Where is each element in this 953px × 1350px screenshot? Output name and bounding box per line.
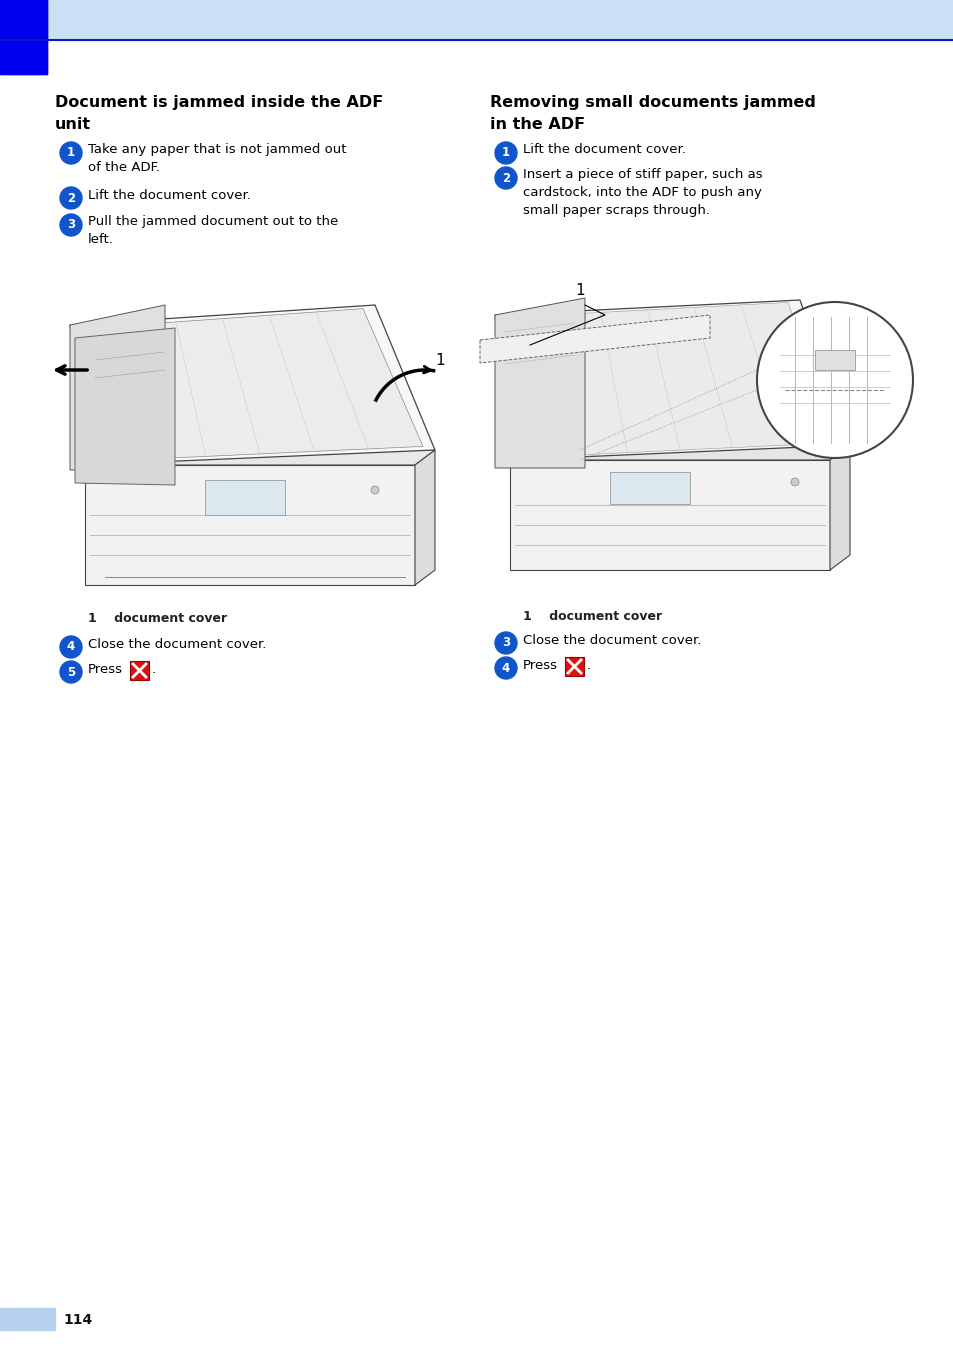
Circle shape <box>60 188 82 209</box>
Bar <box>564 657 583 676</box>
Text: 114: 114 <box>63 1314 92 1327</box>
Text: Close the document cover.: Close the document cover. <box>88 639 266 651</box>
Polygon shape <box>70 305 435 464</box>
Circle shape <box>60 636 82 657</box>
Text: Lift the document cover.: Lift the document cover. <box>522 143 685 157</box>
Text: Lift the document cover.: Lift the document cover. <box>88 189 251 202</box>
Text: .: . <box>586 659 591 672</box>
Text: Press: Press <box>522 659 558 672</box>
Polygon shape <box>506 302 837 458</box>
Circle shape <box>371 486 378 494</box>
Bar <box>205 481 285 514</box>
Text: 3: 3 <box>67 219 75 231</box>
Circle shape <box>495 657 517 679</box>
Polygon shape <box>829 446 849 570</box>
Bar <box>609 472 689 504</box>
Circle shape <box>495 142 517 163</box>
Bar <box>0 1308 55 1330</box>
Text: Removing small documents jammed: Removing small documents jammed <box>490 95 815 109</box>
Text: 2: 2 <box>67 192 75 204</box>
Circle shape <box>60 215 82 236</box>
Bar <box>0 0 953 40</box>
Polygon shape <box>85 464 415 585</box>
Bar <box>130 662 149 680</box>
Text: in the ADF: in the ADF <box>490 117 584 132</box>
Text: Close the document cover.: Close the document cover. <box>522 634 700 647</box>
Text: 1    document cover: 1 document cover <box>88 612 227 625</box>
Circle shape <box>757 302 912 458</box>
Text: 4: 4 <box>501 662 510 675</box>
Circle shape <box>495 167 517 189</box>
Text: 3: 3 <box>501 636 510 649</box>
Text: Insert a piece of stiff paper, such as
cardstock, into the ADF to push any
small: Insert a piece of stiff paper, such as c… <box>522 167 761 217</box>
Text: Pull the jammed document out to the
left.: Pull the jammed document out to the left… <box>88 215 338 246</box>
Text: Take any paper that is not jammed out
of the ADF.: Take any paper that is not jammed out of… <box>88 143 346 174</box>
Polygon shape <box>70 305 165 470</box>
Polygon shape <box>82 309 422 462</box>
Text: 2: 2 <box>501 171 510 185</box>
Text: 5: 5 <box>67 666 75 679</box>
Circle shape <box>790 478 799 486</box>
Text: 1: 1 <box>575 284 584 298</box>
Bar <box>0 0 47 74</box>
Text: 1: 1 <box>501 147 510 159</box>
Text: 1: 1 <box>67 147 75 159</box>
Circle shape <box>60 142 82 163</box>
Polygon shape <box>495 298 584 468</box>
Polygon shape <box>415 450 435 585</box>
Text: 1: 1 <box>435 352 444 369</box>
Text: Press: Press <box>88 663 123 676</box>
Circle shape <box>495 632 517 653</box>
Polygon shape <box>495 300 849 460</box>
Text: 4: 4 <box>67 640 75 653</box>
Text: unit: unit <box>55 117 91 132</box>
Text: 1    document cover: 1 document cover <box>522 610 661 622</box>
Circle shape <box>60 662 82 683</box>
Text: Document is jammed inside the ADF: Document is jammed inside the ADF <box>55 95 383 109</box>
Polygon shape <box>510 446 849 460</box>
Polygon shape <box>479 315 709 363</box>
Polygon shape <box>510 460 829 570</box>
Text: .: . <box>152 663 156 676</box>
Polygon shape <box>75 328 174 485</box>
Bar <box>0 0 47 74</box>
Bar <box>814 350 854 370</box>
Polygon shape <box>85 450 435 464</box>
